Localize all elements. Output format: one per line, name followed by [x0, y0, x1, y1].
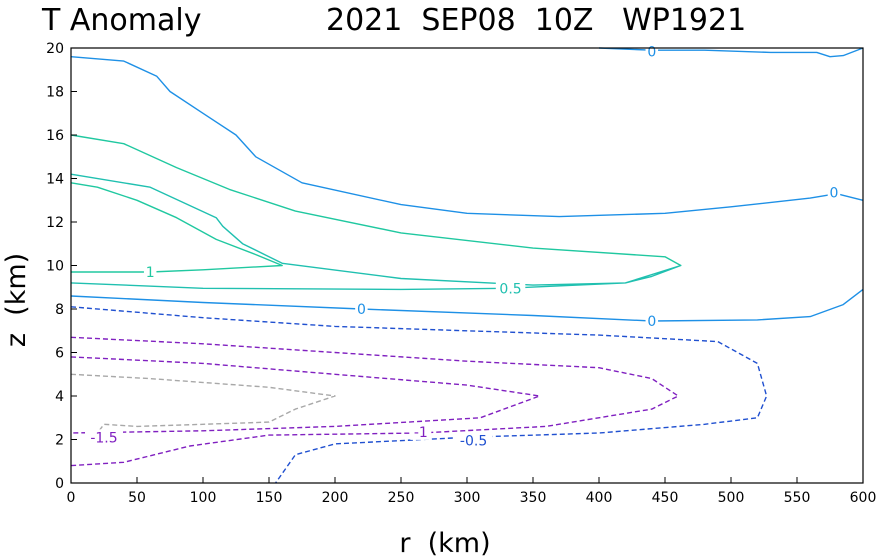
contour-line-neg1p5: [70, 373, 336, 434]
x-tick-label: 0: [67, 490, 76, 506]
x-tick-label: 150: [256, 490, 283, 506]
contour-line-1: [70, 182, 283, 273]
y-tick-label: 2: [55, 433, 64, 449]
contour-line-0: [598, 47, 864, 58]
x-tick-label: 550: [784, 490, 811, 506]
contour-line-0p5: [70, 173, 682, 291]
contour-label-background: [85, 429, 123, 446]
contour-label-background: [410, 423, 432, 440]
y-tick-label: 8: [55, 302, 64, 318]
contour-label-background: [645, 43, 659, 60]
contour-label-background: [645, 312, 659, 329]
x-tick-label: 600: [850, 490, 877, 506]
x-tick-label: 350: [520, 490, 547, 506]
contour-line-neg1: [70, 356, 541, 434]
y-tick-label: 20: [46, 41, 64, 57]
plot-frame: [70, 47, 864, 484]
y-tick-label: 12: [46, 215, 64, 231]
contour-label-background: [454, 432, 493, 449]
x-tick-label: 400: [586, 490, 613, 506]
contour-line-0: [70, 56, 864, 218]
y-tick-label: 4: [55, 389, 64, 405]
y-tick-label: 6: [55, 346, 64, 362]
y-axis-label: z (km): [1, 253, 32, 347]
contour-line-0: [70, 288, 864, 322]
x-axis-ticks: 0 50 100 150 200 250 300 350 400 450 500 550 600: [67, 477, 877, 506]
x-tick-label: 50: [128, 490, 146, 506]
y-axis-ticks: 0 2 4 6 8 10 12 14 16 18 20: [46, 41, 77, 492]
contours-layer: [70, 47, 864, 484]
contour-line-neg1: [70, 336, 679, 467]
contour-label-background: [827, 184, 841, 201]
x-tick-label: 500: [718, 490, 745, 506]
chart-title-right: 2021 SEP08 10Z WP1921: [326, 3, 746, 38]
contour-label: 1: [146, 265, 155, 281]
x-axis-label: r (km): [399, 528, 490, 559]
y-tick-label: 16: [46, 128, 64, 144]
y-tick-label: 0: [55, 476, 64, 492]
contour-line-1: [70, 134, 682, 267]
x-tick-label: 300: [454, 490, 481, 506]
contour-label-background: [495, 280, 526, 297]
contour-label: 0.5: [499, 281, 521, 297]
x-tick-label: 450: [652, 490, 679, 506]
y-tick-label: 18: [46, 85, 64, 101]
contour-label: 0: [647, 314, 656, 330]
contour-label-background: [143, 264, 157, 281]
x-tick-label: 250: [388, 490, 415, 506]
x-tick-label: 100: [190, 490, 217, 506]
contour-label: -1: [414, 425, 428, 441]
contour-label: 0: [357, 302, 366, 318]
contour-label: -0.5: [460, 434, 487, 450]
contour-label: 0: [829, 186, 838, 202]
contour-line-neg0p5: [70, 306, 768, 484]
contour-labels-layer: 0 0 0 0 0.5 1 -0.5 -1 -1.5: [85, 43, 841, 450]
y-tick-label: 10: [46, 259, 64, 275]
y-tick-label: 14: [46, 172, 64, 188]
x-tick-label: 200: [322, 490, 349, 506]
contour-label: -1.5: [90, 430, 117, 446]
contour-label: 0: [647, 44, 656, 60]
contour-label-background: [355, 301, 368, 317]
chart-title-left: T Anomaly: [41, 3, 201, 38]
